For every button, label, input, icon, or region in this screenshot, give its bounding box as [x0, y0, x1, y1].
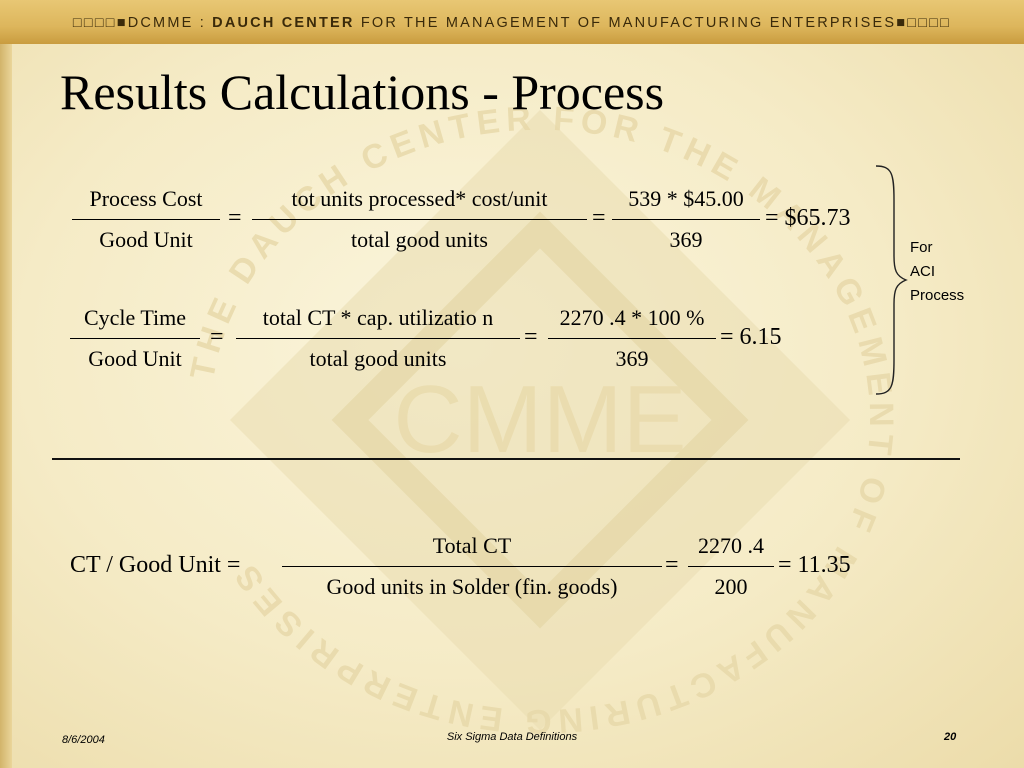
eq1-mid-numerator: tot units processed* cost/unit	[291, 186, 548, 211]
header-brand: DAUCH CENTER	[212, 15, 355, 31]
eq3-mid-denominator: Good units in Solder (fin. goods)	[326, 574, 618, 599]
brace-label-line-2: ACI	[910, 263, 936, 280]
eq2-lhs-fraction: Cycle Time Good Unit	[70, 305, 200, 372]
fraction-bar	[72, 219, 220, 220]
eq1-value-fraction: 539 * $45.00 369	[612, 186, 760, 253]
svg-text:CMME: CMME	[393, 366, 686, 473]
eq3-lhs: CT / Good Unit =	[70, 552, 241, 578]
header-left-ornament: □□□□■	[72, 15, 128, 31]
header-rest: FOR THE MANAGEMENT OF MANUFACTURING ENTE…	[360, 15, 897, 31]
right-brace	[875, 165, 908, 395]
footer-date: 8/6/2004	[62, 734, 105, 746]
eq2-mid-fraction: total CT * cap. utilizatio n total good …	[236, 305, 520, 372]
eq3-value-numerator: 2270 .4	[698, 533, 764, 558]
header-right-ornament: ■□□□□	[896, 15, 952, 31]
eq3-mid-fraction: Total CT Good units in Solder (fin. good…	[282, 533, 662, 600]
eq1-value-denominator: 369	[669, 227, 703, 252]
eq2-equals-a: =	[210, 324, 224, 350]
fraction-bar	[252, 219, 587, 220]
header-prefix: DCMME :	[127, 15, 206, 31]
eq2-lhs-numerator: Cycle Time	[83, 305, 187, 330]
brace-label-line-1: For	[910, 239, 933, 256]
eq2-equals-b: =	[524, 324, 538, 350]
eq1-lhs-fraction: Process Cost Good Unit	[72, 186, 220, 253]
eq2-result: = 6.15	[720, 324, 782, 350]
fraction-bar	[548, 338, 716, 339]
eq1-value-numerator: 539 * $45.00	[628, 186, 744, 211]
eq1-equals-a: =	[228, 205, 242, 231]
header-bar: □□□□■DCMME : DAUCH CENTER FOR THE MANAGE…	[0, 0, 1024, 44]
slide-title: Results Calculations - Process	[60, 64, 665, 120]
footer-title: Six Sigma Data Definitions	[446, 731, 578, 743]
fraction-bar	[236, 338, 520, 339]
eq2-lhs-denominator: Good Unit	[88, 346, 182, 371]
eq1-mid-denominator: total good units	[351, 227, 488, 252]
eq3-mid-numerator: Total CT	[432, 533, 512, 558]
eq1-mid-fraction: tot units processed* cost/unit total goo…	[252, 186, 587, 253]
left-band	[0, 44, 12, 768]
eq2-value-fraction: 2270 .4 * 100 % 369	[548, 305, 716, 372]
eq2-mid-numerator: total CT * cap. utilizatio n	[262, 305, 494, 330]
eq2-value-denominator: 369	[615, 346, 649, 371]
eq2-value-numerator: 2270 .4 * 100 %	[559, 305, 705, 330]
eq3-result: = 11.35	[778, 552, 851, 578]
eq3-value-fraction: 2270 .4 200	[688, 533, 774, 600]
fraction-bar	[612, 219, 760, 220]
eq1-equals-b: =	[592, 205, 606, 231]
eq1-lhs-denominator: Good Unit	[99, 227, 193, 252]
eq1-result: = $65.73	[765, 205, 851, 231]
eq3-value-denominator: 200	[714, 574, 748, 599]
footer-page-number: 20	[944, 731, 957, 743]
fraction-bar	[70, 338, 200, 339]
fraction-bar	[688, 566, 774, 567]
eq3-equals-b: =	[665, 552, 679, 578]
brace-label: For ACI Process	[910, 236, 964, 308]
eq2-mid-denominator: total good units	[309, 346, 447, 371]
header-text: □□□□■DCMME : DAUCH CENTER FOR THE MANAGE…	[0, 15, 1024, 31]
eq1-lhs-numerator: Process Cost	[89, 186, 203, 211]
fraction-bar	[282, 566, 662, 567]
section-divider	[52, 458, 960, 460]
brace-label-line-3: Process	[910, 287, 965, 304]
